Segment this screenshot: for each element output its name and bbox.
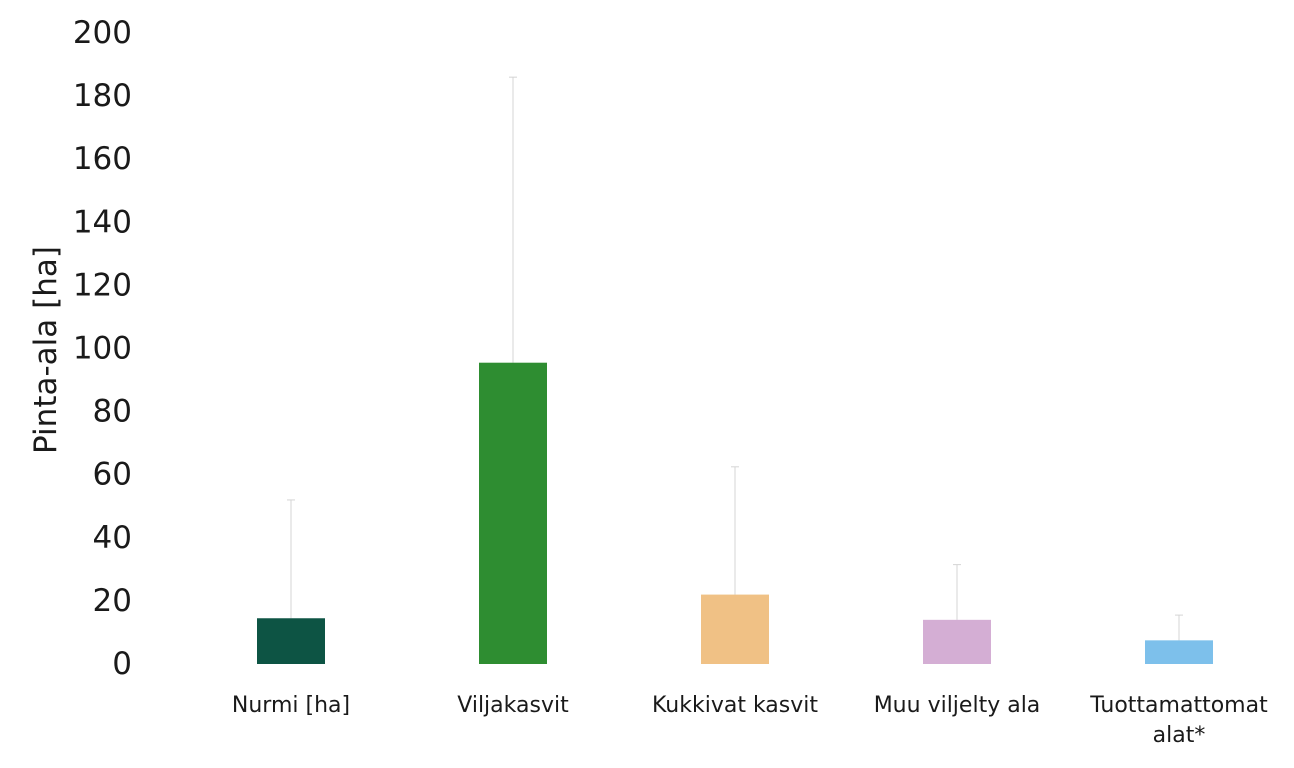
bar xyxy=(1145,640,1213,664)
x-tick-label: Muu viljelty ala xyxy=(874,693,1041,718)
x-tick-label: Viljakasvit xyxy=(457,693,569,718)
y-tick-label: 140 xyxy=(73,204,132,240)
x-tick-label: Nurmi [ha] xyxy=(232,693,350,718)
bars xyxy=(257,362,1213,664)
y-tick-label: 40 xyxy=(93,520,132,556)
bar xyxy=(923,619,991,664)
y-tick-label: 180 xyxy=(73,78,132,114)
bar xyxy=(701,594,769,664)
error-bars xyxy=(287,76,1183,641)
y-tick-label: 80 xyxy=(93,394,132,430)
x-tick-label: Tuottamattomat xyxy=(1089,693,1268,718)
x-axis-labels: Nurmi [ha] Viljakasvit Kukkivat kasvit Muu … xyxy=(232,693,1268,748)
y-axis-ticks: 0 20 40 60 80 100 120 140 160 180 200 xyxy=(73,15,132,682)
y-axis-title: Pinta-ala [ha] xyxy=(28,246,64,454)
x-tick-label: alat* xyxy=(1153,723,1206,748)
bar xyxy=(257,618,325,664)
y-tick-label: 120 xyxy=(73,267,132,303)
y-tick-label: 160 xyxy=(73,141,132,177)
y-tick-label: 0 xyxy=(112,646,132,682)
y-tick-label: 200 xyxy=(73,15,132,51)
y-tick-label: 100 xyxy=(73,331,132,367)
y-tick-label: 60 xyxy=(93,457,132,493)
x-tick-label: Kukkivat kasvit xyxy=(652,693,818,718)
bar xyxy=(479,362,547,664)
y-tick-label: 20 xyxy=(93,583,132,619)
